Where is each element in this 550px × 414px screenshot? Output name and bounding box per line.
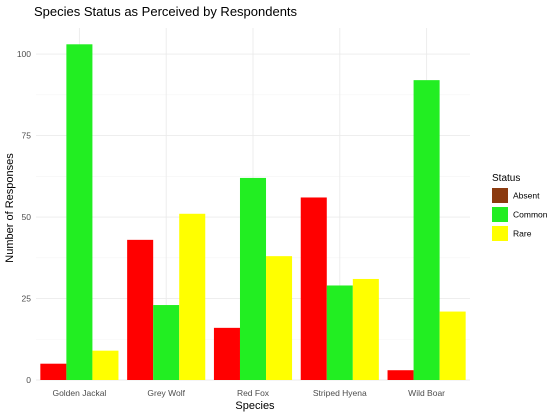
x-tick-label: Striped Hyena bbox=[313, 388, 367, 398]
x-tick-label: Grey Wolf bbox=[147, 388, 185, 398]
bar-common-striped-hyena bbox=[326, 285, 353, 380]
bar-common-grey-wolf bbox=[153, 305, 180, 380]
y-tick-labels: 0 25 50 75 100 bbox=[17, 49, 31, 385]
x-axis-title: Species bbox=[235, 400, 275, 412]
chart-title: Species Status as Perceived by Responden… bbox=[34, 4, 298, 19]
bar-rare-golden-jackal bbox=[92, 350, 119, 380]
y-tick-label: 75 bbox=[22, 131, 32, 141]
x-tick-label: Wild Boar bbox=[408, 388, 445, 398]
bar-absent-striped-hyena bbox=[300, 197, 327, 380]
legend-label-absent: Absent bbox=[513, 191, 540, 201]
legend-key-absent bbox=[492, 188, 508, 203]
y-tick-label: 25 bbox=[22, 294, 32, 304]
y-tick-label: 100 bbox=[17, 49, 31, 59]
bar-common-golden-jackal bbox=[66, 44, 93, 381]
bar-common-wild-boar bbox=[413, 80, 440, 381]
bar-absent-wild-boar bbox=[387, 370, 414, 380]
legend-label-rare: Rare bbox=[513, 229, 532, 239]
legend-key-common bbox=[492, 207, 508, 222]
legend-title: Status bbox=[492, 173, 520, 184]
bar-rare-wild-boar bbox=[439, 311, 466, 380]
y-tick-label: 0 bbox=[26, 375, 31, 385]
bar-rare-striped-hyena bbox=[352, 278, 379, 380]
bar-absent-golden-jackal bbox=[40, 363, 67, 380]
legend: Status Absent Common Rare bbox=[492, 173, 548, 241]
x-tick-label: Golden Jackal bbox=[52, 388, 106, 398]
y-tick-label: 50 bbox=[22, 212, 32, 222]
bar-absent-red-fox bbox=[213, 327, 240, 380]
bar-common-red-fox bbox=[239, 177, 267, 380]
y-axis-title: Number of Responses bbox=[4, 153, 16, 263]
bars bbox=[40, 44, 466, 381]
x-tick-label: Red Fox bbox=[237, 388, 270, 398]
legend-label-common: Common bbox=[513, 210, 548, 220]
x-tick-labels: Golden Jackal Grey Wolf Red Fox Striped Hye… bbox=[52, 388, 445, 398]
bar-rare-red-fox bbox=[266, 256, 293, 380]
bar-absent-grey-wolf bbox=[127, 239, 154, 380]
legend-key-rare bbox=[492, 226, 508, 241]
bar-rare-grey-wolf bbox=[179, 213, 206, 380]
